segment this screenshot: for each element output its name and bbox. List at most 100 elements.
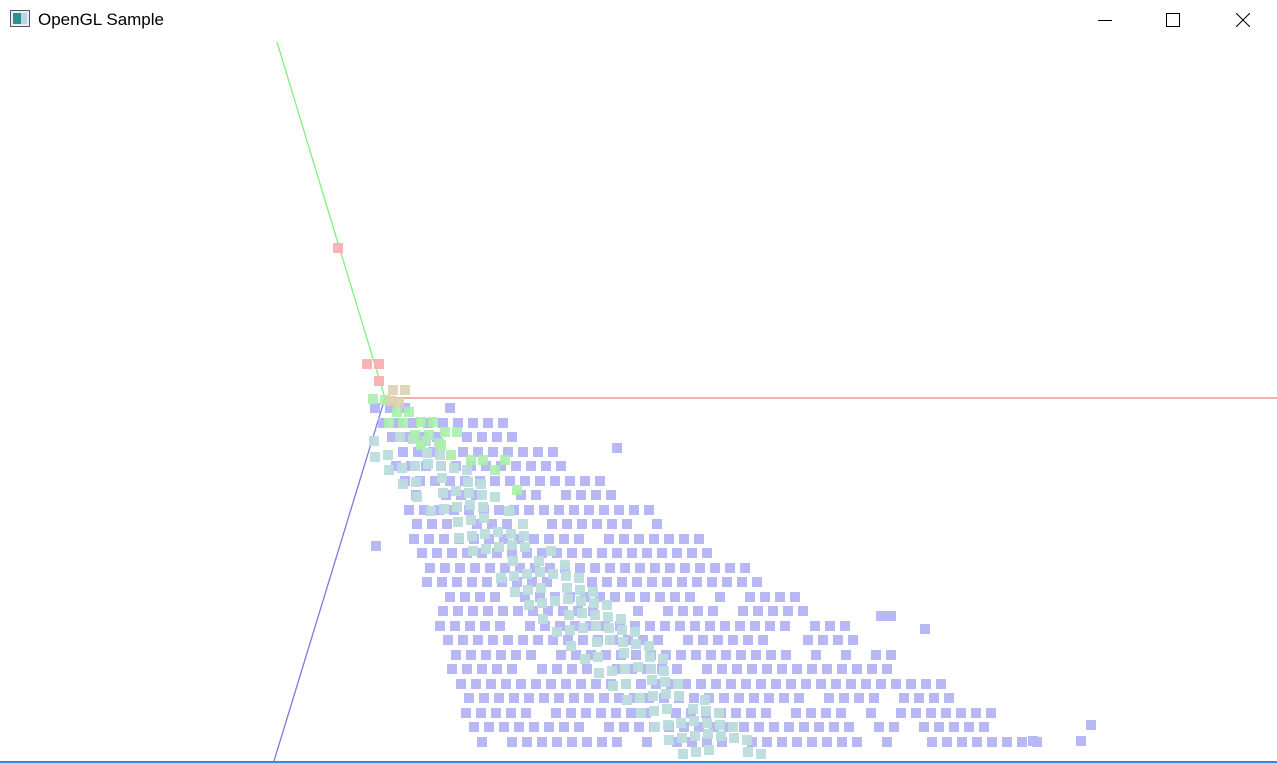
point-marker xyxy=(711,679,721,689)
point-marker xyxy=(627,548,637,558)
point-marker xyxy=(618,637,628,647)
minimize-icon xyxy=(1098,13,1112,27)
point-marker xyxy=(829,722,839,732)
point-marker xyxy=(866,708,876,718)
point-marker xyxy=(453,517,463,527)
point-marker xyxy=(565,476,575,486)
point-marker xyxy=(574,534,584,544)
point-marker xyxy=(574,722,584,732)
point-marker xyxy=(527,577,537,587)
point-marker xyxy=(395,432,405,442)
point-marker xyxy=(766,650,776,660)
point-marker xyxy=(569,505,579,515)
point-marker xyxy=(702,718,712,728)
point-marker xyxy=(480,529,490,539)
point-marker xyxy=(370,403,380,413)
point-marker xyxy=(663,606,673,616)
point-marker xyxy=(536,583,546,593)
point-marker xyxy=(882,737,892,747)
point-marker xyxy=(846,679,856,689)
point-marker xyxy=(437,577,447,587)
point-marker xyxy=(738,606,748,616)
point-marker xyxy=(719,693,729,703)
point-marker xyxy=(479,513,489,523)
point-marker xyxy=(473,447,483,457)
point-marker xyxy=(513,606,523,616)
point-marker xyxy=(622,519,632,529)
point-marker xyxy=(464,693,474,703)
close-button[interactable] xyxy=(1220,0,1266,40)
point-marker xyxy=(617,625,627,635)
point-marker xyxy=(422,577,432,587)
point-marker xyxy=(818,635,828,645)
point-marker xyxy=(520,542,530,552)
point-marker xyxy=(551,708,561,718)
point-marker xyxy=(475,592,485,602)
point-marker xyxy=(692,577,702,587)
point-marker xyxy=(660,677,670,687)
point-marker xyxy=(400,385,410,395)
point-marker xyxy=(663,720,673,730)
point-marker xyxy=(410,461,420,471)
point-marker xyxy=(619,722,629,732)
point-marker xyxy=(717,737,727,747)
gl-viewport[interactable] xyxy=(0,40,1277,761)
point-marker xyxy=(871,650,881,660)
title-bar[interactable]: OpenGL Sample xyxy=(0,0,1277,40)
point-marker xyxy=(466,455,476,465)
point-marker xyxy=(1028,736,1038,746)
point-marker xyxy=(435,621,445,631)
point-marker xyxy=(591,679,601,689)
point-marker xyxy=(632,577,642,587)
point-marker xyxy=(500,563,510,573)
point-marker xyxy=(515,563,525,573)
point-marker xyxy=(775,592,785,602)
point-marker xyxy=(419,505,429,515)
point-marker xyxy=(552,737,562,747)
point-marker xyxy=(552,664,562,674)
point-marker xyxy=(445,403,455,413)
point-marker xyxy=(481,461,491,471)
point-marker xyxy=(469,722,479,732)
point-marker xyxy=(626,708,636,718)
point-marker xyxy=(542,577,552,587)
point-marker xyxy=(411,477,421,487)
point-marker xyxy=(608,681,618,691)
point-marker xyxy=(627,664,637,674)
point-marker xyxy=(929,693,939,703)
point-marker xyxy=(582,664,592,674)
point-marker xyxy=(741,679,751,689)
point-marker xyxy=(595,476,605,486)
point-marker xyxy=(545,563,555,573)
maximize-button[interactable] xyxy=(1150,0,1196,40)
point-marker xyxy=(720,621,730,631)
point-marker xyxy=(562,519,572,529)
point-marker xyxy=(1076,736,1086,746)
point-marker xyxy=(575,563,585,573)
point-marker xyxy=(635,563,645,573)
point-marker xyxy=(552,627,562,637)
point-marker xyxy=(488,635,498,645)
point-marker xyxy=(538,614,548,624)
scene-canvas[interactable] xyxy=(0,40,1277,761)
point-marker xyxy=(831,679,841,689)
point-marker xyxy=(745,592,755,602)
point-marker xyxy=(636,708,646,718)
point-marker xyxy=(876,679,886,689)
point-marker xyxy=(702,737,712,747)
point-marker xyxy=(764,693,774,703)
point-marker xyxy=(664,534,674,544)
point-marker xyxy=(548,569,558,579)
point-marker xyxy=(634,534,644,544)
point-marker xyxy=(611,708,621,718)
point-marker xyxy=(642,737,652,747)
point-marker xyxy=(412,492,422,502)
point-marker xyxy=(447,548,457,558)
point-marker xyxy=(758,635,768,645)
point-marker xyxy=(638,635,648,645)
point-marker xyxy=(500,455,510,465)
point-marker xyxy=(535,592,545,602)
point-marker xyxy=(577,519,587,529)
point-marker xyxy=(689,716,699,726)
minimize-button[interactable] xyxy=(1082,0,1128,40)
